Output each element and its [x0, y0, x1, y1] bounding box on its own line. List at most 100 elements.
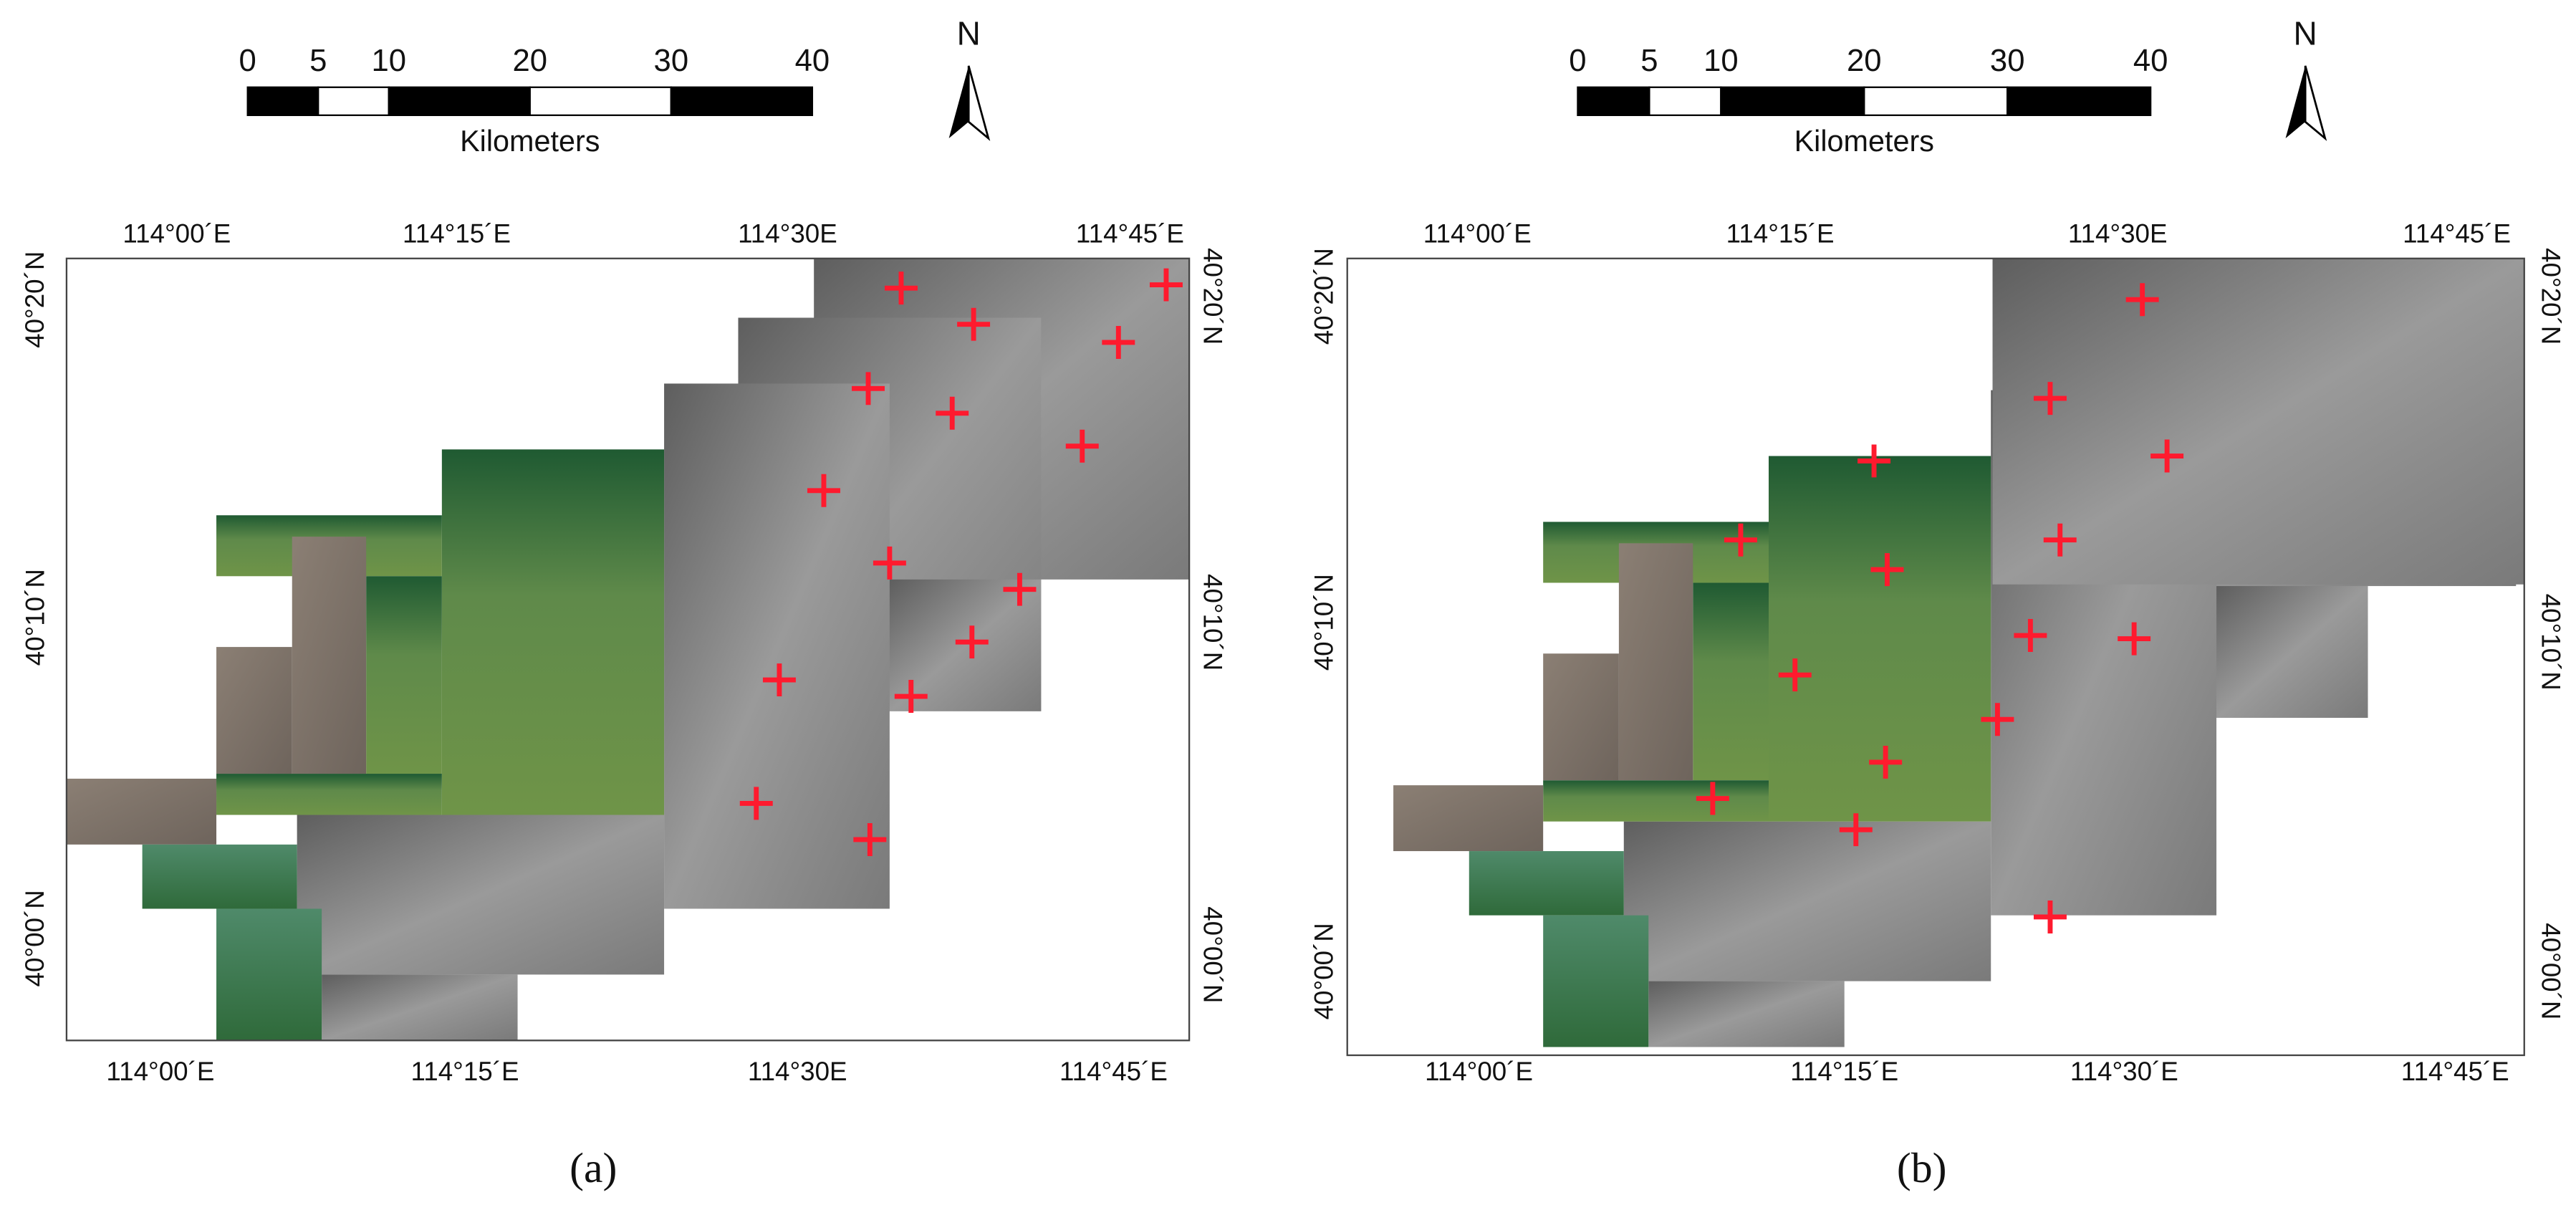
latitude-label: 40°20´N — [2537, 248, 2566, 345]
scale-unit: Kilometers — [460, 125, 600, 158]
scale-segment — [670, 86, 814, 117]
sample-marker — [1839, 813, 1873, 847]
map-frame — [65, 257, 1191, 1042]
imagery-tile — [1693, 582, 1769, 781]
sample-marker — [1724, 523, 1757, 557]
latitude-label: 40°20´N — [1198, 248, 1227, 345]
imagery-tile — [2216, 586, 2368, 718]
imagery-tile — [292, 537, 367, 774]
imagery-tile — [664, 383, 890, 909]
imagery-tile — [1543, 653, 1619, 781]
sample-marker — [1149, 268, 1183, 302]
sample-marker — [957, 307, 991, 341]
sample-marker — [1065, 429, 1099, 463]
imagery-tile — [1543, 780, 1769, 822]
scale-segment — [388, 86, 531, 117]
sample-marker — [2043, 523, 2077, 557]
scale-label: 10 — [1703, 43, 1739, 78]
longitude-label: 114°30´E — [2070, 1057, 2178, 1086]
scale-segment — [317, 86, 390, 117]
longitude-label: 114°15´E — [1726, 219, 1835, 248]
north-label: N — [957, 15, 981, 52]
imagery-tile — [366, 576, 442, 774]
scale-segment — [1863, 86, 2009, 117]
scale-label: 40 — [795, 43, 830, 78]
north-arrow — [948, 65, 969, 139]
map-frame — [1346, 257, 2525, 1057]
longitude-label: 114°45´E — [1059, 1057, 1168, 1086]
scale-segment — [1720, 86, 1865, 117]
imagery-tile — [297, 815, 665, 975]
scale-label: 20 — [513, 43, 548, 78]
sample-marker — [1981, 703, 2014, 736]
sample-marker — [1102, 325, 1135, 359]
north-label: N — [2294, 15, 2317, 52]
sample-marker — [885, 272, 918, 305]
sample-marker — [2150, 439, 2184, 473]
north-arrow — [2304, 65, 2327, 141]
imagery-tile — [142, 844, 297, 909]
imagery-tile — [322, 974, 518, 1041]
sample-marker — [739, 787, 773, 820]
imagery-tile — [1543, 915, 1649, 1047]
longitude-label: 114°45´E — [2401, 1057, 2509, 1086]
longitude-label: 114°30E — [738, 219, 837, 248]
scale-segment — [246, 86, 319, 117]
longitude-label: 114°00´E — [106, 1057, 214, 1086]
latitude-label: 40°00´N — [20, 890, 49, 986]
sample-marker — [2125, 283, 2159, 317]
imagery-tile — [1469, 851, 1624, 916]
longitude-label: 114°15´E — [411, 1057, 519, 1086]
scale-label: 30 — [654, 43, 689, 78]
sample-marker — [1003, 572, 1037, 606]
scale-segment — [529, 86, 672, 117]
panel-caption: (b) — [1897, 1144, 1947, 1191]
sample-marker — [1869, 745, 1903, 779]
sample-marker — [936, 396, 969, 430]
latitude-label: 40°10´N — [2537, 594, 2566, 691]
latitude-label: 40°20´N — [20, 251, 49, 348]
scale-label: 5 — [309, 43, 327, 78]
imagery-tile — [216, 908, 322, 1041]
imagery-tile — [441, 449, 665, 815]
north-arrow — [2285, 65, 2306, 139]
scale-label: 5 — [1640, 43, 1658, 78]
panel-caption: (a) — [569, 1144, 617, 1191]
sample-marker — [762, 663, 796, 697]
latitude-label: 40°10´N — [1309, 574, 1339, 671]
scale-segment — [1577, 86, 1650, 117]
scale-label: 0 — [239, 43, 256, 78]
latitude-label: 40°20´N — [1309, 248, 1339, 345]
imagery-tile — [1618, 543, 1693, 781]
imagery-tile — [889, 579, 1042, 711]
longitude-label: 114°30E — [2068, 219, 2168, 248]
map-panel: 0 5 10 20 30 40 Kilometers N 114°00´E 114°15´E 114… — [20, 15, 1227, 1191]
latitude-label: 40°00´N — [1198, 906, 1227, 1003]
sample-marker — [955, 625, 989, 659]
longitude-label: 114°30E — [748, 1057, 847, 1086]
scale-unit: Kilometers — [1794, 125, 1934, 158]
sample-marker — [2014, 619, 2047, 652]
latitude-label: 40°10´N — [1198, 574, 1227, 671]
map-panel: 0 5 10 20 30 40 Kilometers N 114°00´E 114°15´E 114… — [1309, 15, 2566, 1191]
scale-segment — [1648, 86, 1722, 117]
sample-marker — [1870, 553, 1904, 587]
sample-marker — [1857, 444, 1891, 478]
scale-label: 40 — [2133, 43, 2168, 78]
imagery-tile — [1393, 785, 1544, 852]
latitude-label: 40°00´N — [2537, 923, 2566, 1019]
sample-marker — [1696, 782, 1729, 815]
scale-label: 20 — [1847, 43, 1882, 78]
scale-label: 0 — [1569, 43, 1586, 78]
longitude-label: 114°00´E — [122, 219, 231, 248]
imagery-tile — [66, 778, 217, 845]
sample-marker — [1778, 658, 1812, 692]
latitude-label: 40°00´N — [1309, 923, 1339, 1019]
scale-label: 10 — [371, 43, 406, 78]
imagery-tile — [216, 774, 442, 815]
longitude-label: 114°45´E — [2403, 219, 2511, 248]
longitude-label: 114°15´E — [1790, 1057, 1898, 1086]
sample-marker — [873, 546, 906, 580]
scale-label: 30 — [1990, 43, 2025, 78]
